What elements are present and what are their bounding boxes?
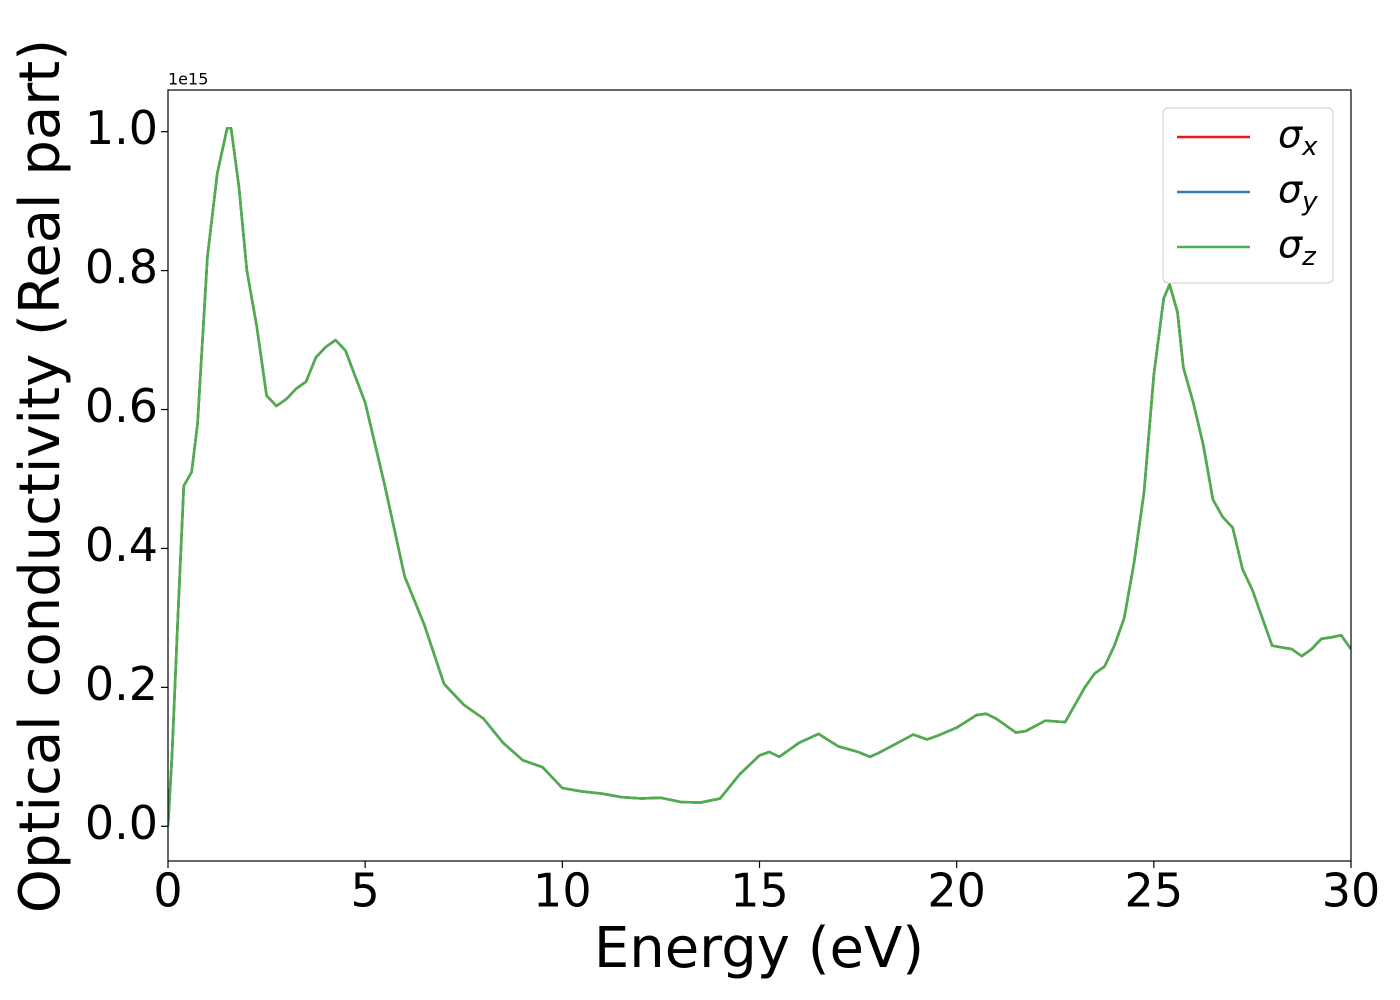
- offset-text: 1e15: [168, 70, 208, 89]
- x-axis-label: Energy (eV): [594, 916, 924, 981]
- x-tick-label: 0: [153, 864, 182, 918]
- x-tick-label: 25: [1125, 864, 1184, 918]
- y-tick-label: 0.4: [85, 518, 158, 572]
- y-tick-label: 0.2: [85, 657, 158, 711]
- series-line: [168, 126, 1351, 827]
- x-tick-label: 5: [351, 864, 380, 918]
- y-tick-label: 0.0: [85, 796, 158, 850]
- y-axis-label: Optical conductivity (Real part): [8, 39, 73, 913]
- x-tick-label: 15: [730, 864, 789, 918]
- y-tick-label: 0.6: [85, 379, 158, 433]
- legend-box: [1162, 107, 1334, 284]
- x-tick-label: 30: [1322, 864, 1381, 918]
- legend-subscript: z: [1301, 242, 1317, 272]
- plot-frame: [167, 89, 1352, 862]
- legend-subscript: x: [1301, 132, 1318, 162]
- y-tick-label: 0.8: [85, 240, 158, 294]
- x-tick-label: 20: [927, 864, 986, 918]
- legend-subscript: y: [1301, 187, 1318, 217]
- y-tick-label: 1.0: [85, 101, 158, 155]
- x-tick-label: 10: [533, 864, 592, 918]
